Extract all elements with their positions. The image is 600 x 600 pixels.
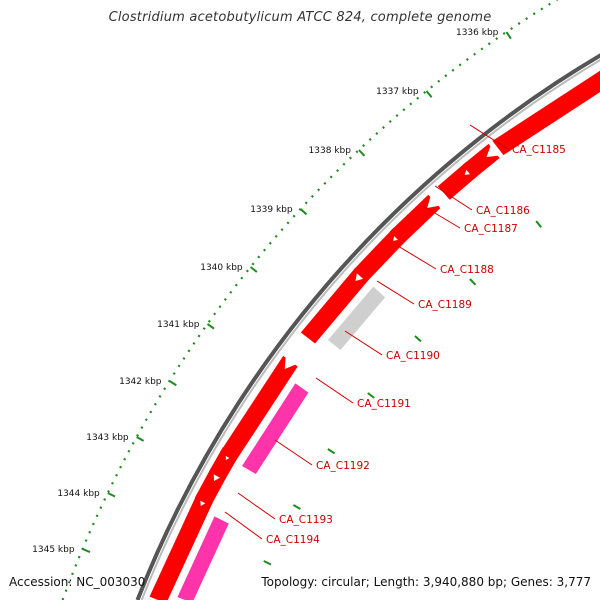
scale-tick-label: 1339 kbp xyxy=(250,205,293,215)
gene-label-leader xyxy=(237,492,276,520)
gene-label: CA_C1193 xyxy=(279,514,333,526)
gene-arrow-forward xyxy=(492,70,600,156)
scale-inner-tick xyxy=(535,220,542,228)
scale-tick-label: 1338 kbp xyxy=(309,146,352,156)
scale-tick-label: 1342 kbp xyxy=(119,377,162,387)
gene-arrow-pink xyxy=(242,383,309,475)
scale-tick xyxy=(82,548,91,554)
gene-label: CA_C1190 xyxy=(386,350,440,362)
gene-arrow-forward xyxy=(149,493,214,600)
gene-features xyxy=(149,70,600,600)
backbone-line xyxy=(135,53,600,600)
gene-label-leader xyxy=(315,377,354,404)
scale-outer-dots xyxy=(61,0,559,600)
topology-summary: Topology: circular; Length: 3,940,880 bp… xyxy=(261,575,591,589)
scale-tick xyxy=(107,492,116,498)
scale-tick-label: 1336 kbp xyxy=(456,28,499,38)
scale-inner-tick xyxy=(414,335,422,343)
gene-label-leader xyxy=(434,185,473,211)
scale-tick xyxy=(168,380,177,387)
scale-tick xyxy=(425,90,433,98)
scale-tick xyxy=(358,149,366,157)
scale-inner-tick xyxy=(469,278,477,286)
scale-inner-tick xyxy=(327,448,336,455)
backbone-highlight xyxy=(140,59,600,600)
gene-label: CA_C1191 xyxy=(357,398,411,410)
scale-inner-tick xyxy=(292,504,301,510)
gene-label: CA_C1189 xyxy=(418,299,472,311)
scale-tick-label: 1340 kbp xyxy=(200,263,243,273)
scale-tick-label: 1345 kbp xyxy=(32,545,75,555)
genome-backbone xyxy=(135,53,600,600)
scale-tick-label: 1341 kbp xyxy=(157,320,200,330)
gene-label-leader xyxy=(397,245,437,270)
scale-tick xyxy=(250,266,258,273)
scale-tick xyxy=(299,208,308,216)
scale-tick xyxy=(505,31,512,40)
scale-tick xyxy=(206,323,215,330)
gene-arrow-grey xyxy=(327,286,386,350)
gene-arrow-pink xyxy=(177,516,229,600)
gene-label: CA_C1187 xyxy=(464,223,518,235)
gene-labels: CA_C1185 CA_C1186 CA_C1187 CA_C1188 CA_C1189… xyxy=(224,124,566,546)
gene-label-leader xyxy=(274,439,313,466)
gene-arrow-forward xyxy=(300,267,369,344)
gene-arrow-forward xyxy=(219,355,298,462)
map-title: Clostridium acetobutylicum ATCC 824, com… xyxy=(108,10,492,25)
gene-label: CA_C1188 xyxy=(440,264,494,276)
gene-label: CA_C1194 xyxy=(266,534,320,546)
gene-label: CA_C1186 xyxy=(476,205,530,217)
gene-label-leader xyxy=(224,511,263,540)
gene-arrow-forward xyxy=(353,227,407,283)
gene-arrow-forward xyxy=(462,143,500,179)
gene-label-leader xyxy=(344,330,383,356)
gene-arrow-forward xyxy=(437,161,478,200)
gene-arrow-forward xyxy=(389,194,441,245)
gene-label: CA_C1192 xyxy=(316,460,370,472)
scale-inner-tick xyxy=(367,392,375,399)
scale-inner-tick xyxy=(263,560,272,566)
accession-text: Accession: NC_003030 xyxy=(9,575,146,589)
scale-tick xyxy=(136,436,145,442)
gene-label-leader xyxy=(469,124,509,150)
scale-tick-label: 1337 kbp xyxy=(376,87,419,97)
gene-arrow-forward xyxy=(208,447,239,481)
gene-label-leader xyxy=(376,280,415,305)
gene-label: CA_C1185 xyxy=(512,144,566,156)
gene-arrow-forward xyxy=(194,468,227,507)
scale-ticks: 1336 kbp 1337 kbp 1338 kbp 1339 kbp 1340 kbp… xyxy=(32,0,559,600)
gene-label-leader xyxy=(422,205,461,229)
scale-tick-label: 1343 kbp xyxy=(86,433,129,443)
scale-tick-label: 1344 kbp xyxy=(57,489,100,499)
